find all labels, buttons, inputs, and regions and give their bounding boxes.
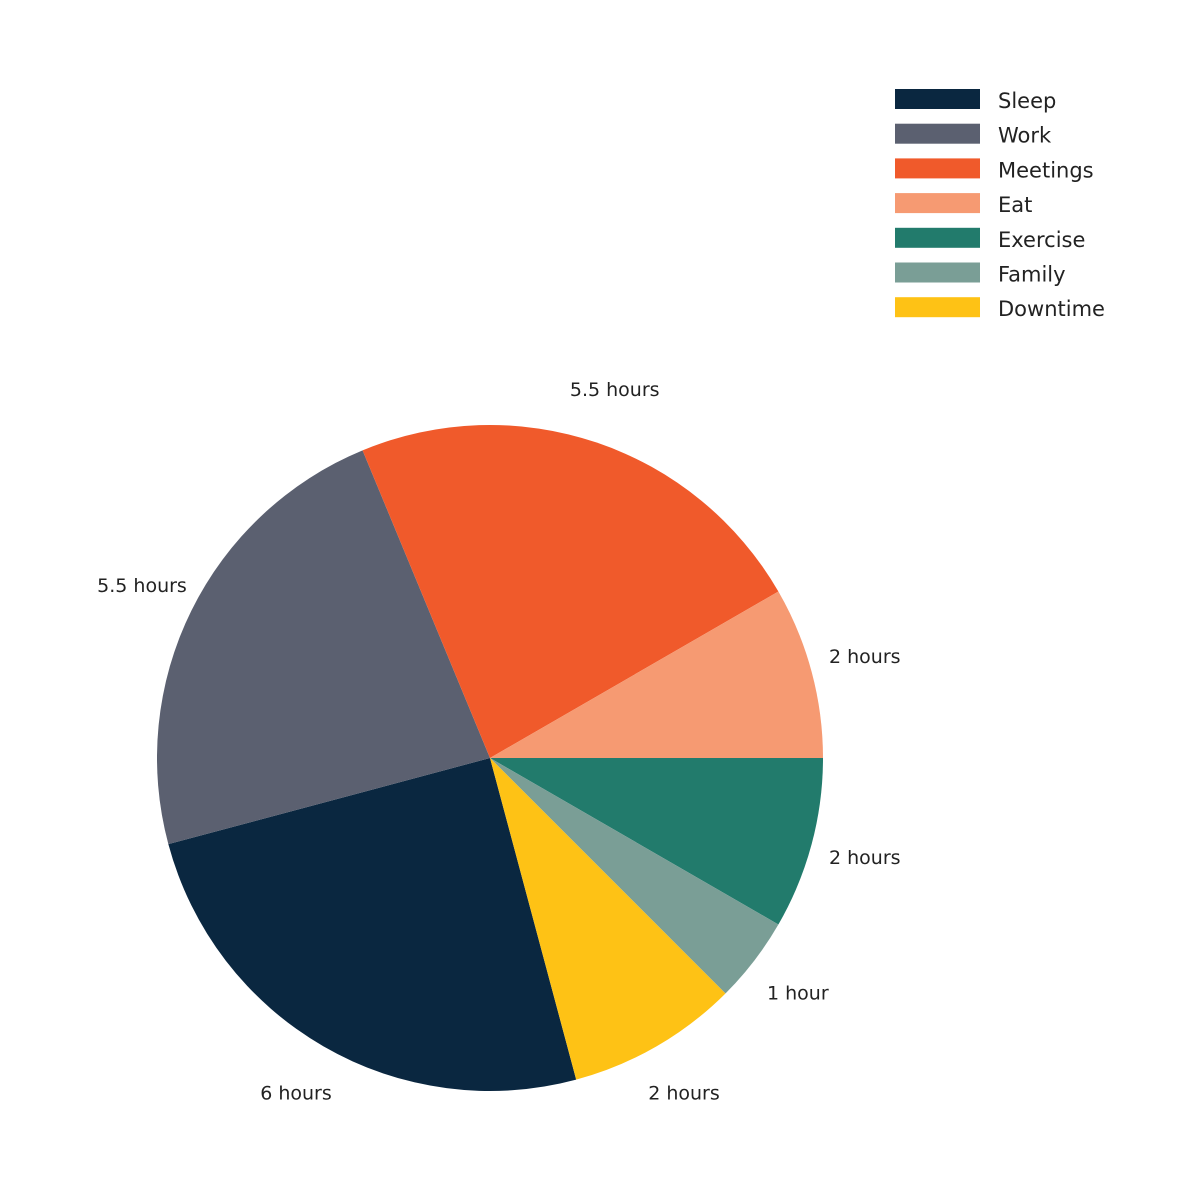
legend-swatch xyxy=(895,297,980,318)
value-label: 6 hours xyxy=(260,1083,332,1105)
pie-slice xyxy=(490,758,779,994)
value-label: 5.5 hours xyxy=(97,575,187,597)
legend-swatch xyxy=(895,158,980,179)
pie-slice xyxy=(490,591,823,758)
value-label: 1 hour xyxy=(767,983,829,1005)
pie-slice xyxy=(490,758,726,1080)
legend-swatch xyxy=(895,123,980,144)
pie-slice xyxy=(168,758,577,1091)
legend-label: Eat xyxy=(998,193,1032,217)
value-label: 2 hours xyxy=(829,646,901,668)
legend-swatch xyxy=(895,89,980,109)
pie-slice xyxy=(156,450,490,845)
legend-label: Sleep xyxy=(998,89,1056,113)
pie-slice xyxy=(362,424,779,758)
value-label: 2 hours xyxy=(829,847,901,869)
legend-label: Meetings xyxy=(998,158,1094,182)
value-label: 2 hours xyxy=(648,1083,720,1105)
pie-slice xyxy=(490,758,823,925)
value-label: 5.5 hours xyxy=(570,379,660,401)
legend-label: Downtime xyxy=(998,297,1105,321)
legend-label: Work xyxy=(998,124,1052,148)
legend-swatch xyxy=(895,193,980,214)
legend-swatch xyxy=(895,227,980,248)
legend-swatch xyxy=(895,262,980,283)
legend-label: Family xyxy=(998,263,1066,287)
legend-label: Exercise xyxy=(998,228,1085,252)
